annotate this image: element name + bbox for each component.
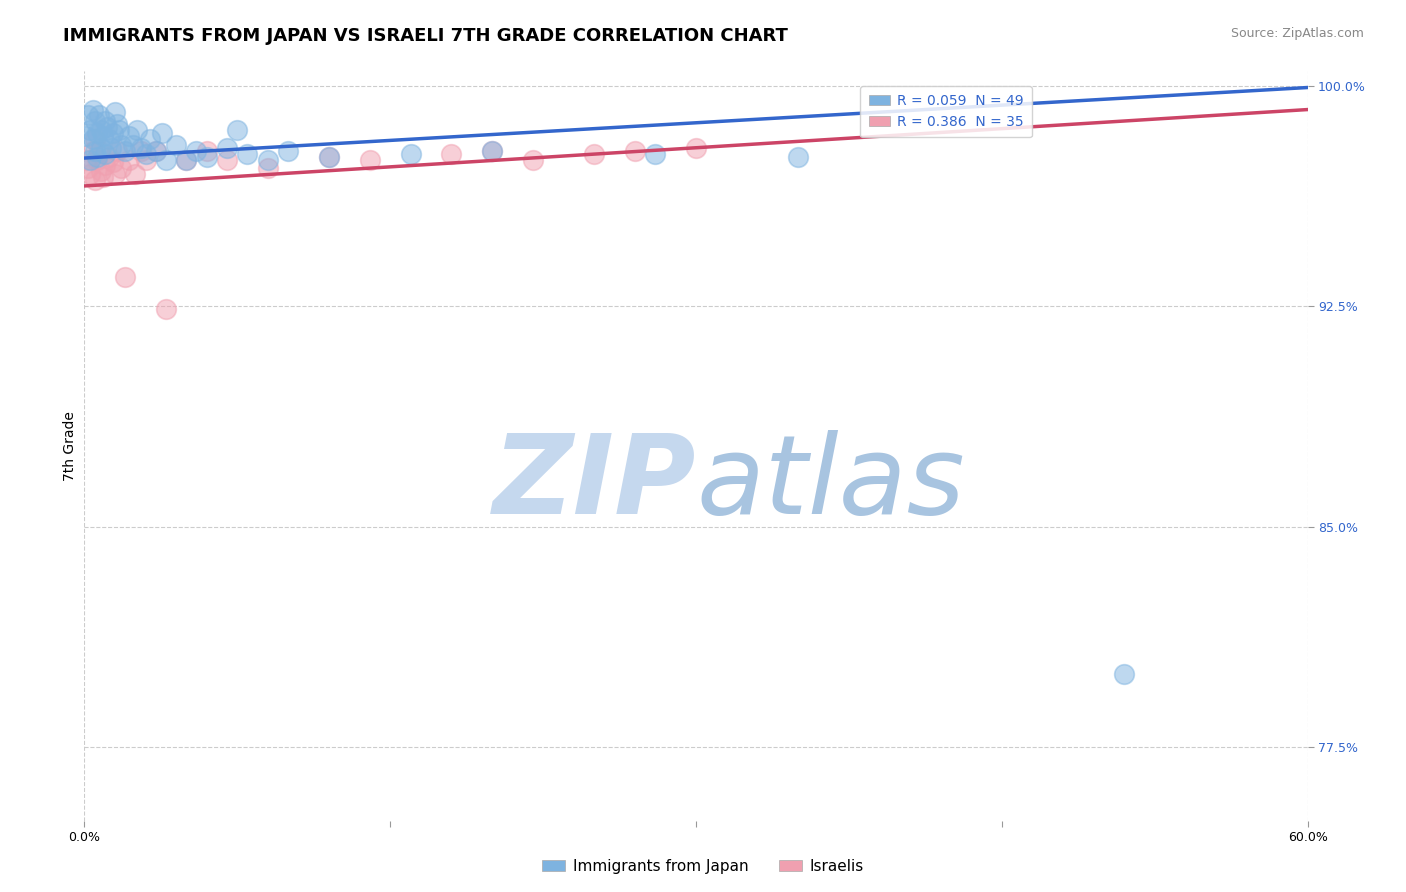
Point: [82, 132, 104, 146]
Point: [583, 146, 606, 161]
Point: [82, 144, 104, 158]
Point: [82, 103, 104, 117]
Point: [226, 123, 249, 137]
Point: [77, 108, 100, 122]
Point: [79, 153, 101, 167]
Point: [83, 132, 105, 146]
Point: [110, 161, 132, 176]
Point: [359, 153, 381, 167]
Point: [75, 153, 97, 167]
Point: [83, 114, 105, 128]
Point: [105, 144, 128, 158]
Point: [277, 144, 299, 158]
Point: [91, 170, 114, 185]
Point: [131, 141, 153, 155]
Point: [97, 132, 120, 146]
Point: [83, 173, 105, 187]
Y-axis label: 7th Grade: 7th Grade: [63, 411, 77, 481]
Point: [186, 144, 208, 158]
Point: [100, 141, 122, 155]
Point: [236, 146, 259, 161]
Text: Source: ZipAtlas.com: Source: ZipAtlas.com: [1230, 27, 1364, 40]
Point: [104, 167, 127, 181]
Point: [90, 141, 112, 155]
Point: [135, 153, 157, 167]
Point: [195, 144, 218, 158]
Point: [79, 123, 101, 137]
Point: [174, 153, 197, 167]
Point: [87, 108, 110, 122]
Point: [644, 146, 666, 161]
Point: [145, 144, 167, 158]
Point: [124, 167, 146, 181]
Point: [108, 123, 131, 137]
Point: [105, 117, 128, 131]
Point: [77, 161, 100, 176]
Point: [481, 144, 503, 158]
Point: [174, 153, 197, 167]
Legend: Immigrants from Japan, Israelis: Immigrants from Japan, Israelis: [536, 853, 870, 880]
Point: [145, 144, 167, 158]
Point: [87, 144, 110, 158]
Point: [257, 153, 280, 167]
Point: [104, 105, 127, 120]
Point: [118, 128, 141, 143]
Point: [101, 126, 124, 140]
Point: [257, 161, 280, 176]
Point: [90, 123, 112, 137]
Point: [131, 144, 153, 158]
Point: [91, 128, 114, 143]
Point: [90, 164, 112, 178]
Point: [122, 137, 145, 152]
Point: [83, 144, 105, 158]
Point: [1114, 666, 1136, 681]
Point: [118, 153, 141, 167]
Point: [440, 146, 463, 161]
Point: [93, 158, 115, 172]
Point: [787, 150, 810, 164]
Point: [79, 167, 101, 181]
Point: [217, 141, 239, 155]
Point: [96, 120, 118, 135]
Point: [101, 155, 124, 169]
Point: [86, 153, 108, 167]
Point: [318, 150, 340, 164]
Point: [685, 141, 707, 155]
Text: IMMIGRANTS FROM JAPAN VS ISRAELI 7TH GRADE CORRELATION CHART: IMMIGRANTS FROM JAPAN VS ISRAELI 7TH GRA…: [63, 27, 789, 45]
Point: [114, 270, 136, 285]
Point: [135, 146, 157, 161]
Text: ZIP: ZIP: [492, 430, 696, 537]
Point: [114, 144, 136, 158]
Legend: R = 0.059  N = 49, R = 0.386  N = 35: R = 0.059 N = 49, R = 0.386 N = 35: [860, 86, 1032, 137]
Point: [138, 132, 160, 146]
Point: [155, 302, 177, 317]
Point: [110, 137, 132, 152]
Point: [86, 126, 108, 140]
Point: [195, 150, 218, 164]
Point: [86, 150, 108, 164]
Point: [97, 150, 120, 164]
Point: [93, 114, 115, 128]
Point: [155, 153, 177, 167]
Point: [318, 150, 340, 164]
Point: [165, 137, 187, 152]
Point: [522, 153, 544, 167]
Point: [481, 144, 503, 158]
Point: [624, 144, 647, 158]
Point: [399, 146, 422, 161]
Point: [75, 128, 97, 143]
Point: [150, 126, 173, 140]
Point: [127, 123, 149, 137]
Point: [93, 146, 115, 161]
Point: [217, 153, 239, 167]
Text: atlas: atlas: [696, 430, 965, 537]
